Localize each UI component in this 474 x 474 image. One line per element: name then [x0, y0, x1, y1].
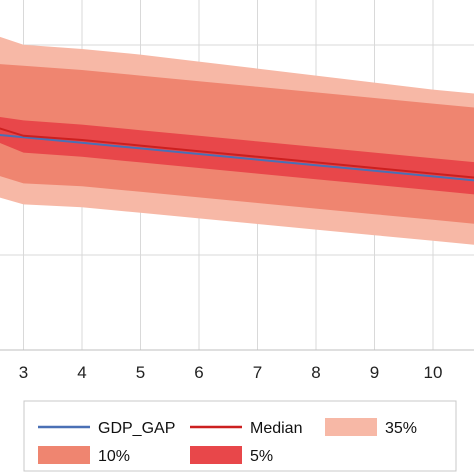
bands: [0, 36, 474, 245]
legend-swatch-35pct: [325, 418, 377, 436]
legend-label-median: Median: [250, 420, 302, 437]
x-tick-label: 8: [311, 363, 320, 382]
legend-swatch-5pct: [190, 446, 242, 464]
series-line-median: [0, 127, 474, 179]
legend-label-gdp-gap: GDP_GAP: [98, 420, 175, 437]
x-tick-label: 5: [136, 363, 145, 382]
legend: GDP_GAP Median 35% 10% 5%: [23, 400, 457, 472]
x-tick-label: 7: [253, 363, 262, 382]
legend-label-10pct: 10%: [98, 448, 130, 465]
x-tick-label: 6: [194, 363, 203, 382]
x-axis: 3 4 5 6 7 8 9 10: [0, 349, 474, 382]
x-tick-label: 3: [19, 363, 28, 382]
series-lines: [0, 127, 474, 182]
x-tick-label: 9: [370, 363, 379, 382]
legend-label-5pct: 5%: [250, 448, 273, 465]
x-tick-label: 4: [77, 363, 86, 382]
x-tick-label: 10: [424, 363, 443, 382]
legend-swatch-10pct: [38, 446, 90, 464]
legend-label-35pct: 35%: [385, 420, 417, 437]
series-line-gdp-gap: [0, 133, 474, 182]
